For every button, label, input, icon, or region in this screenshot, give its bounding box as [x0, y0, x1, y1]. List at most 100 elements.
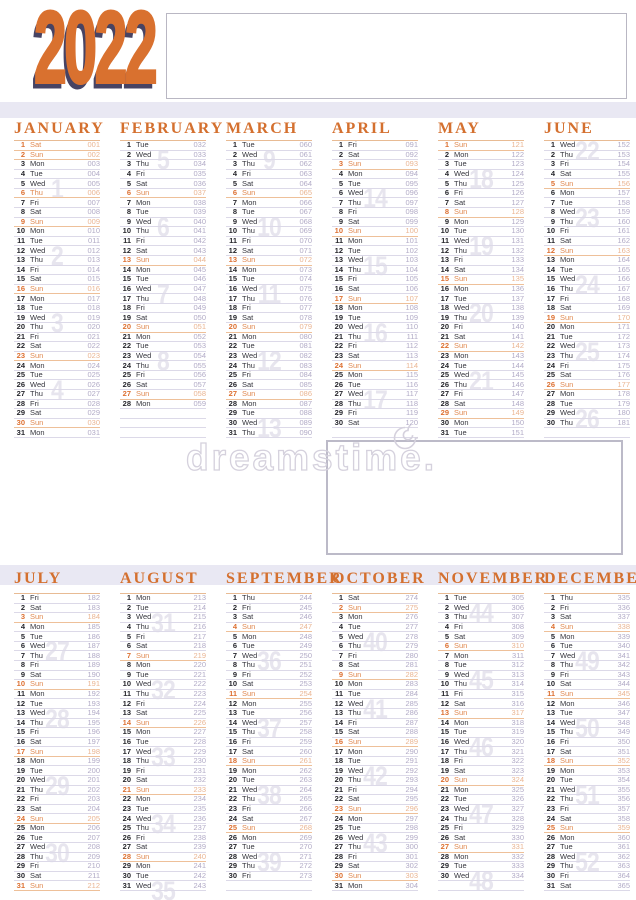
day-number: 20 — [334, 322, 343, 332]
day-of-year: 261 — [299, 756, 312, 766]
day-row: 11 Fri 070 — [226, 237, 312, 247]
weekday-label: Sat — [454, 264, 466, 274]
weekday-label: Thu — [560, 149, 573, 159]
day-row: 2 Sun 002 — [14, 150, 100, 161]
day-row: 4 Fri 308 — [438, 623, 524, 633]
day-of-year: 069 — [299, 226, 312, 236]
weekday-label: Mon — [30, 226, 45, 236]
day-of-year: 179 — [617, 398, 630, 408]
weekday-label: Sun — [136, 188, 150, 198]
weekday-label: Fri — [136, 370, 145, 380]
day-of-year: 325 — [511, 784, 524, 794]
day-row: 1 Sat 274 — [332, 594, 418, 604]
day-of-year: 193 — [87, 698, 100, 708]
day-row: 16 Thu 167 — [544, 284, 630, 295]
day-of-year: 166 — [617, 274, 630, 284]
day-of-year: 205 — [87, 813, 100, 823]
weekday-label: Fri — [348, 408, 357, 418]
weekday-label: Sun — [348, 602, 362, 612]
day-number: 4 — [20, 169, 25, 179]
day-of-year: 154 — [617, 159, 630, 169]
day-row: 7 Mon 066 — [226, 198, 312, 209]
day-row: 13 Thu 286 — [332, 709, 418, 719]
day-number: 21 — [228, 331, 237, 341]
day-number: 12 — [16, 245, 25, 255]
day-number: 3 — [126, 159, 131, 169]
weekday-label: Sun — [30, 351, 44, 360]
weekday-label: Wed — [454, 669, 470, 679]
weekday-label: Wed — [348, 188, 364, 198]
day-number: 11 — [229, 689, 237, 699]
day-row: 4 Tue 004 — [14, 170, 100, 180]
day-number: 29 — [546, 408, 555, 418]
weekday-label: Wed — [560, 274, 576, 284]
week-number-watermark: 5 — [157, 145, 170, 176]
day-number: 22 — [122, 794, 131, 804]
day-of-year: 124 — [511, 169, 524, 179]
weekday-label: Sat — [136, 178, 148, 188]
weekday-label: Mon — [30, 159, 45, 169]
weekday-label: Mon — [136, 398, 151, 408]
weekday-label: Thu — [136, 823, 149, 833]
day-number: 24 — [122, 360, 131, 370]
day-of-year: 310 — [511, 641, 524, 651]
day-row: 1 Thu 335 — [544, 594, 630, 604]
day-row: 24 Tue 144 — [438, 361, 524, 371]
day-number: 3 — [232, 159, 237, 169]
day-row: 17 Sun 198 — [14, 747, 100, 757]
day-number: 16 — [16, 736, 25, 746]
weekday-label: Sun — [454, 207, 468, 217]
day-of-year: 120 — [405, 418, 418, 428]
day-of-year: 264 — [299, 784, 312, 794]
weekday-label: Sun — [242, 255, 256, 265]
day-row: 22 Mon 234 — [120, 795, 206, 805]
day-row: 31 Sat 365 — [544, 881, 630, 891]
weekday-label: Fri — [454, 756, 463, 766]
day-row: 6 Tue 340 — [544, 642, 630, 652]
day-number: 22 — [334, 794, 343, 804]
day-row: 28 Fri 301 — [332, 852, 418, 863]
day-row: 29 Fri 119 — [332, 409, 418, 419]
weekday-label: Tue — [454, 360, 467, 370]
day-of-year: 184 — [87, 612, 100, 622]
day-of-year: 132 — [511, 245, 524, 255]
day-row: 26 Thu 146 — [438, 380, 524, 391]
weekday-label: Sat — [454, 765, 466, 775]
day-of-year: 029 — [87, 408, 100, 418]
weekday-label: Wed — [454, 303, 470, 313]
day-of-year: 074 — [299, 274, 312, 284]
day-row: 14 Mon 318 — [438, 718, 524, 729]
day-of-year: 026 — [87, 379, 100, 389]
day-row: 30 Thu 181 — [544, 419, 630, 429]
day-number: 30 — [546, 418, 555, 428]
month-rows: 1 2 3 4 1 Sat 001 2 Sun 002 3 Mon 003 4 Tue 004 5 Wed 005 6… — [14, 140, 100, 438]
day-row: 28 Sat 148 — [438, 399, 524, 410]
weekday-label: Wed — [454, 804, 470, 813]
day-number: 9 — [232, 669, 237, 679]
day-row: 20 Thu 293 — [332, 776, 418, 786]
weekday-label: Sat — [454, 197, 466, 207]
day-number: 25 — [334, 370, 343, 380]
day-row: 27 Tue 361 — [544, 843, 630, 853]
weekday-label: Sat — [136, 641, 148, 651]
day-row: 10 Sat 344 — [544, 680, 630, 690]
day-of-year: 036 — [193, 178, 206, 188]
weekday-label: Thu — [454, 746, 467, 756]
day-of-year: 303 — [405, 871, 418, 881]
day-of-year: 173 — [617, 341, 630, 351]
day-of-year: 323 — [511, 765, 524, 775]
weekday-label: Sun — [30, 418, 44, 428]
day-of-year: 355 — [617, 784, 630, 794]
day-row: 26 Wed 026 — [14, 379, 100, 391]
day-number: 15 — [122, 727, 131, 737]
day-of-year: 025 — [87, 370, 100, 380]
day-number: 14 — [440, 264, 449, 274]
day-of-year: 324 — [511, 775, 524, 785]
day-row: 20 Sun 079 — [226, 323, 312, 333]
day-row: 12 Wed 285 — [332, 699, 418, 709]
weekday-label: Wed — [242, 717, 258, 727]
day-row: 14 Fri 014 — [14, 265, 100, 276]
day-number: 10 — [122, 226, 131, 236]
day-of-year: 170 — [617, 312, 630, 322]
day-number: 5 — [232, 631, 237, 641]
